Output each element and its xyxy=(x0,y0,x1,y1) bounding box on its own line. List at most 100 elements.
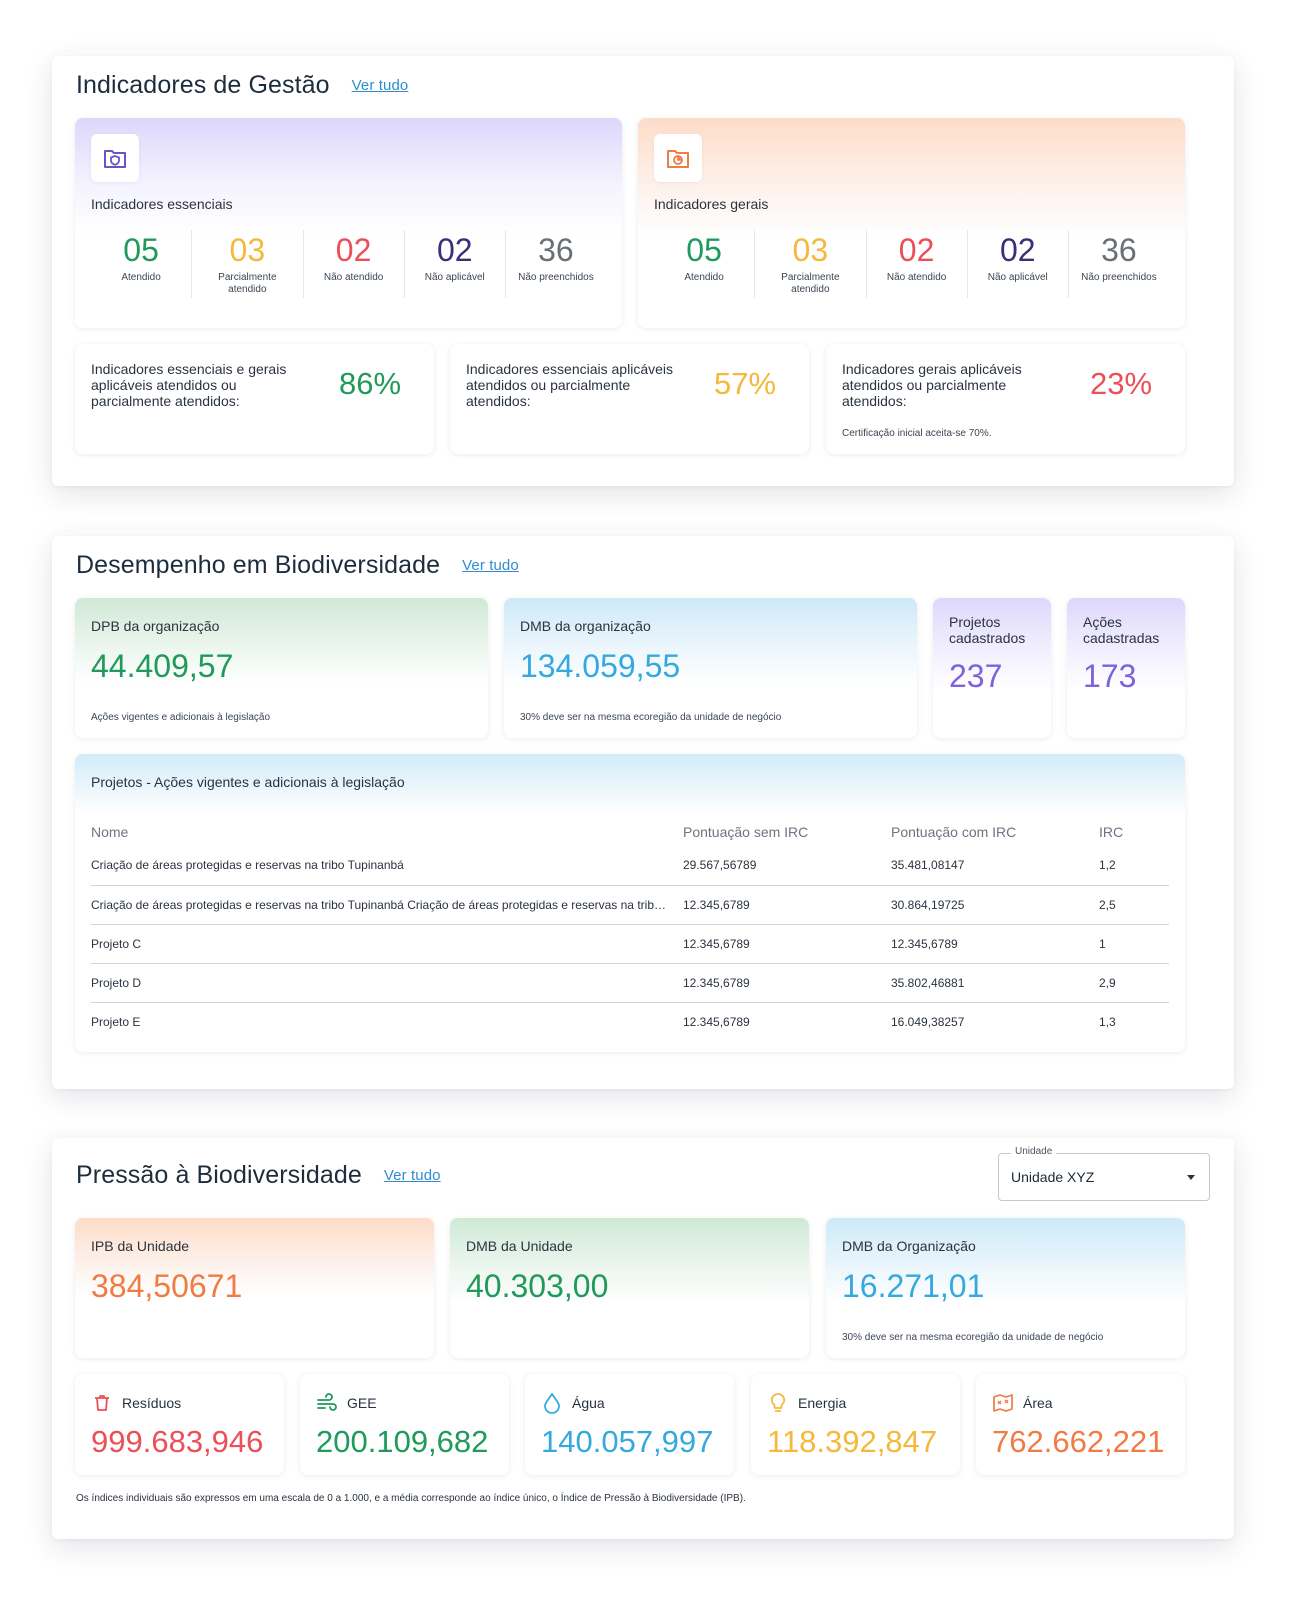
acoes-label: Ações cadastradas xyxy=(1083,614,1160,646)
stat-label: Não preenchidos xyxy=(518,272,594,283)
dmb-unidade-card: DMB da Unidade 40.303,00 xyxy=(450,1218,809,1358)
percentual-value: 57% xyxy=(714,366,777,401)
projetos-label: Projetos cadastrados xyxy=(949,614,1026,646)
stat-nao-aplicavel: 02 Não aplicável xyxy=(405,230,506,298)
stat-label: Não atendido xyxy=(323,272,384,283)
stat-value: 05 xyxy=(686,232,722,268)
dmb-label: DMB da organização xyxy=(520,618,651,634)
cell-irc: 2,9 xyxy=(1099,975,1116,990)
folder-shield-icon xyxy=(91,134,139,182)
dmb-card: DMB da organização 134.059,55 30% deve s… xyxy=(504,598,917,738)
table-row[interactable]: Projeto D 12.345,6789 35.802,46881 2,9 xyxy=(91,963,1169,1002)
metric-value: 118.392,847 xyxy=(767,1424,938,1459)
stat-value: 05 xyxy=(123,232,159,268)
desempenho-panel: Desempenho em Biodiversidade Ver tudo DPB… xyxy=(52,536,1234,1089)
cell-irc: 1,3 xyxy=(1099,1014,1116,1029)
stat-label: Não atendido xyxy=(886,272,947,283)
dmb-organizacao-card: DMB da Organização 16.271,01 30% deve se… xyxy=(826,1218,1185,1358)
stat-value: 03 xyxy=(229,232,266,268)
cell-nome: Criação de áreas protegidas e reservas n… xyxy=(91,858,404,873)
percentual-card-essenciais-gerais: Indicadores essenciais e gerais aplicáve… xyxy=(75,344,434,454)
metric-value: 999.683,946 xyxy=(91,1424,264,1459)
gestao-panel: Indicadores de Gestão Ver tudo Indicadore… xyxy=(52,56,1234,486)
cell-pontuacao-sem-irc: 12.345,6789 xyxy=(683,1014,750,1029)
pressao-ver-tudo-link[interactable]: Ver tudo xyxy=(383,1166,441,1184)
cell-pontuacao-com-irc: 30.864,19725 xyxy=(891,897,965,912)
ipb-label: IPB da Unidade xyxy=(91,1238,190,1254)
dmb-org-label: DMB da Organização xyxy=(842,1238,976,1254)
column-header-nome[interactable]: Nome xyxy=(91,824,129,840)
table-row[interactable]: Projeto C 12.345,6789 12.345,6789 1 xyxy=(91,924,1169,963)
table-row[interactable]: Criação de áreas protegidas e reservas n… xyxy=(91,846,1169,885)
dpb-value: 44.409,57 xyxy=(91,648,234,684)
stat-value: 03 xyxy=(792,232,829,268)
cell-irc: 2,5 xyxy=(1099,897,1116,912)
percentual-note: Certificação inicial aceita-se 70%. xyxy=(842,428,992,439)
pressao-footnote: Os índices individuais são expressos em … xyxy=(76,1493,746,1504)
cell-nome: Criação de áreas protegidas e reservas n… xyxy=(91,897,683,912)
area-map-icon xyxy=(992,1392,1014,1414)
table-header-row: Nome Pontuação sem IRC Pontuação com IRC… xyxy=(91,818,1169,846)
stat-parcialmente-atendido: 03 Parcialmente atendido xyxy=(192,230,304,298)
wind-icon xyxy=(316,1392,338,1414)
table-row[interactable]: Projeto E 12.345,6789 16.049,38257 1,3 xyxy=(91,1002,1169,1041)
column-header-pontuacao-sem-irc[interactable]: Pontuação sem IRC xyxy=(683,824,809,840)
stat-label: Atendido xyxy=(121,272,161,283)
metric-label: Resíduos xyxy=(122,1395,182,1411)
cell-irc: 1,2 xyxy=(1099,858,1116,873)
desempenho-ver-tudo-link[interactable]: Ver tudo xyxy=(462,556,519,574)
stat-label: Não preenchidos xyxy=(1081,272,1157,283)
stat-label: Não aplicável xyxy=(987,272,1048,283)
projetos-table: Nome Pontuação sem IRC Pontuação com IRC… xyxy=(91,818,1169,1041)
percentual-text: Indicadores gerais aplicáveis atendidos … xyxy=(842,361,1022,409)
stat-value: 02 xyxy=(335,232,372,268)
lightbulb-icon xyxy=(767,1392,789,1414)
table-row[interactable]: Criação de áreas protegidas e reservas n… xyxy=(91,885,1169,924)
gestao-ver-tudo-link[interactable]: Ver tudo xyxy=(351,76,409,94)
column-header-irc[interactable]: IRC xyxy=(1099,824,1124,840)
dpb-label: DPB da organização xyxy=(91,618,220,634)
cell-pontuacao-sem-irc: 29.567,56789 xyxy=(683,858,757,873)
acoes-value: 173 xyxy=(1083,658,1137,694)
dmb-unidade-value: 40.303,00 xyxy=(466,1268,609,1304)
pressao-panel: Pressão à Biodiversidade Ver tudo Unidade… xyxy=(52,1138,1234,1539)
metric-label: Água xyxy=(572,1395,605,1411)
stat-nao-preenchidos: 36 Não preenchidos xyxy=(1069,230,1169,298)
gestao-title: Indicadores de Gestão xyxy=(76,70,330,99)
pressao-title: Pressão à Biodiversidade xyxy=(76,1160,362,1189)
unidade-select[interactable]: Unidade Unidade XYZ xyxy=(998,1146,1210,1201)
percentual-card-essenciais: Indicadores essenciais aplicáveis atendi… xyxy=(450,344,809,454)
table-title: Projetos - Ações vigentes e adicionais à… xyxy=(91,774,405,790)
dmb-note: 30% deve ser na mesma ecoregião da unida… xyxy=(520,712,782,723)
metric-value: 140.057,997 xyxy=(541,1424,714,1459)
cell-pontuacao-sem-irc: 12.345,6789 xyxy=(683,936,750,951)
stat-atendido: 05 Atendido xyxy=(91,230,193,298)
pressao-header: Pressão à Biodiversidade Ver tudo xyxy=(76,1160,441,1190)
indicadores-essenciais-card: Indicadores essenciais 05 Atendido 03 Parc… xyxy=(75,118,622,328)
metric-area-card: Área 762.662,221 xyxy=(976,1374,1185,1475)
folder-chart-icon xyxy=(654,134,702,182)
metric-energia-card: Energia 118.392,847 xyxy=(751,1374,960,1475)
caret-down-icon xyxy=(1187,1175,1195,1180)
cell-pontuacao-com-irc: 12.345,6789 xyxy=(891,936,958,951)
stat-parcialmente-atendido: 03 Parcialmente atendido xyxy=(755,230,867,298)
indicadores-gerais-card: Indicadores gerais 05 Atendido 03 Parcialm… xyxy=(638,118,1185,328)
dpb-card: DPB da organização 44.409,57 Ações vigen… xyxy=(75,598,488,738)
gestao-header: Indicadores de Gestão Ver tudo xyxy=(76,70,408,100)
metric-label: Área xyxy=(1023,1395,1053,1411)
metric-value: 762.662,221 xyxy=(992,1424,1165,1459)
cell-pontuacao-sem-irc: 12.345,6789 xyxy=(683,975,750,990)
metric-label: GEE xyxy=(347,1395,377,1411)
trash-icon xyxy=(91,1392,113,1414)
cell-pontuacao-sem-irc: 12.345,6789 xyxy=(683,897,750,912)
unidade-select-label: Unidade xyxy=(1011,1146,1057,1157)
gerais-label: Indicadores gerais xyxy=(654,196,769,212)
essenciais-label: Indicadores essenciais xyxy=(91,196,233,212)
stat-nao-atendido: 02 Não atendido xyxy=(867,230,968,298)
stat-nao-atendido: 02 Não atendido xyxy=(304,230,405,298)
cell-nome: Projeto C xyxy=(91,936,142,951)
unidade-select-value: Unidade XYZ xyxy=(1011,1169,1095,1185)
gerais-stats: 05 Atendido 03 Parcialmente atendido 02 Não… xyxy=(654,230,1169,298)
percentual-text: Indicadores essenciais aplicáveis atendi… xyxy=(466,361,673,409)
column-header-pontuacao-com-irc[interactable]: Pontuação com IRC xyxy=(891,824,1017,840)
